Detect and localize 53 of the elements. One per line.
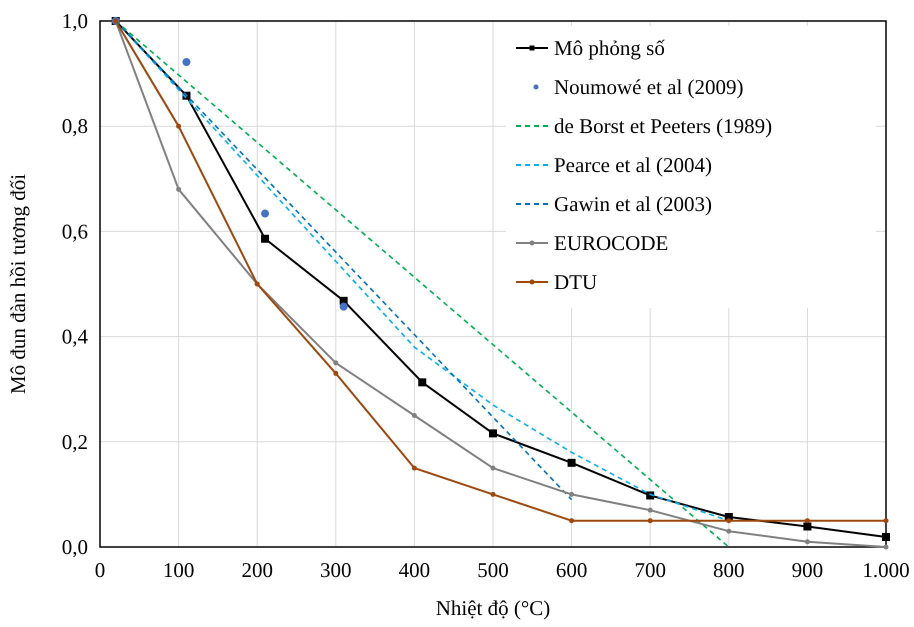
point (176, 124, 182, 129)
point (726, 518, 732, 524)
point (569, 492, 574, 497)
point (490, 466, 496, 471)
y-tick-label: 0,4 (62, 324, 88, 349)
point (803, 522, 812, 530)
legend-label: Gawin et al (2003) (554, 192, 712, 216)
point (804, 518, 810, 524)
point (261, 210, 270, 218)
y-tick-label: 0,0 (62, 535, 88, 559)
legend-label: Noumowé et al (2009) (554, 75, 744, 99)
point (340, 302, 348, 311)
legend-label: DTU (554, 270, 598, 294)
x-tick-label: 100 (162, 558, 194, 582)
x-tick-label: 700 (634, 558, 666, 582)
legend-label: Mô phỏng số (554, 36, 666, 60)
point (489, 429, 497, 438)
legend-label: Pearce et al (2004) (554, 153, 712, 177)
x-tick-label: 400 (398, 558, 430, 582)
point (569, 518, 574, 524)
point (490, 492, 496, 497)
legend-label: EUROCODE (554, 231, 668, 255)
point (648, 508, 653, 513)
point (568, 458, 576, 467)
y-tick-label: 0,2 (62, 430, 88, 454)
point (884, 544, 888, 550)
point (884, 518, 888, 524)
x-tick-label: 1.000 (862, 558, 910, 582)
point (418, 378, 426, 386)
x-tick-label: 800 (713, 558, 745, 582)
point (176, 186, 182, 192)
point (333, 370, 338, 376)
x-tick-label: 900 (792, 558, 824, 582)
point (648, 518, 653, 524)
point (882, 533, 890, 542)
point (804, 539, 810, 544)
point (261, 234, 270, 243)
point (182, 58, 190, 66)
x-tick-label: 300 (320, 558, 352, 582)
x-tick-label: 200 (241, 558, 273, 582)
y-tick-label: 1,0 (62, 9, 88, 33)
y-tick-label: 0,8 (62, 114, 88, 138)
x-axis-title: Nhiệt độ (°C) (436, 596, 550, 620)
x-tick-label: 500 (477, 558, 509, 582)
y-axis-title: Mô đun đàn hồi tương đối (6, 174, 30, 394)
point (412, 466, 417, 471)
x-tick-label: 600 (556, 558, 588, 582)
legend-label: de Borst et Peeters (1989) (554, 114, 772, 138)
point (333, 360, 338, 366)
point (412, 413, 417, 418)
point (726, 528, 732, 534)
y-tick-label: 0,6 (62, 219, 88, 244)
x-tick-label: 0 (94, 558, 106, 582)
